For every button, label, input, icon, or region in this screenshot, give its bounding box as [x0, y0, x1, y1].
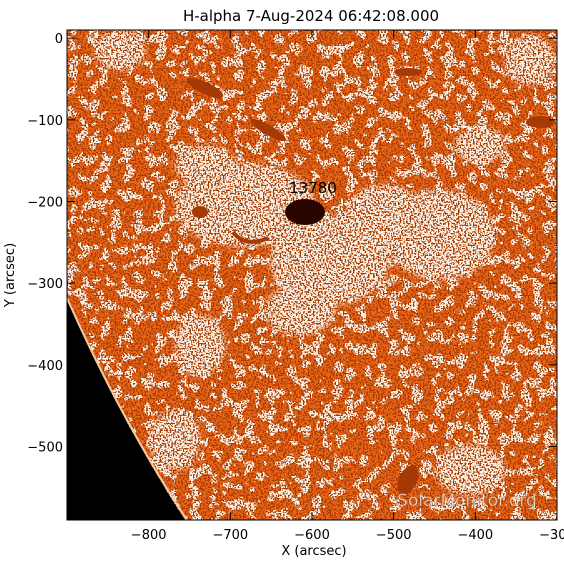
x-axis: −800 −700 −600 −500 −400 −300	[131, 30, 564, 543]
y-axis-label: Y (arcsec)	[3, 243, 18, 308]
filament	[186, 77, 224, 99]
dark-features	[186, 68, 554, 495]
sunspot-umbra	[285, 199, 325, 225]
watermark: SolarMonitor.org	[397, 491, 537, 511]
y-tick-label: −300	[27, 277, 63, 292]
y-tick-label: −100	[27, 114, 63, 129]
y-tick-label: −200	[27, 196, 63, 211]
filament-arc	[231, 230, 269, 244]
filament	[394, 68, 422, 76]
y-tick-label: −400	[27, 359, 63, 374]
plot-title: H-alpha 7-Aug-2024 06:42:08.000	[183, 7, 439, 25]
y-axis: 0 −100 −200 −300 −400 −500	[27, 32, 557, 456]
solar-image	[67, 30, 557, 520]
filament	[250, 119, 286, 141]
filament	[397, 465, 419, 495]
filament	[192, 206, 208, 218]
x-tick-label: −400	[457, 528, 493, 543]
x-tick-label: −500	[376, 528, 412, 543]
x-axis-label: X (arcsec)	[281, 544, 346, 559]
x-tick-label: −700	[212, 528, 248, 543]
active-region-label: 13780	[289, 179, 337, 197]
x-tick-label: −300	[539, 528, 564, 543]
off-limb-sky	[67, 300, 185, 520]
y-tick-label: 0	[55, 32, 63, 47]
limb-edge	[67, 297, 188, 520]
x-tick-label: −800	[131, 528, 167, 543]
x-tick-label: −600	[294, 528, 330, 543]
y-tick-label: −500	[27, 441, 63, 456]
dark-fibril-speckle	[67, 30, 557, 520]
filament	[526, 116, 554, 128]
